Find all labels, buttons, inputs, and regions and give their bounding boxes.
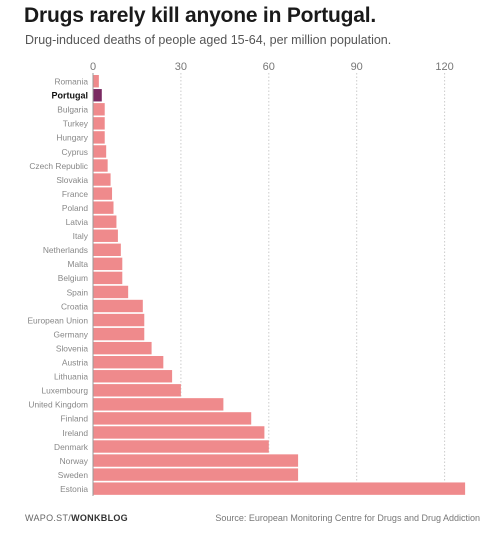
bar [93, 370, 173, 383]
bar [93, 356, 164, 369]
credit: WAPO.ST/WONKBLOG [25, 513, 128, 523]
bar [93, 327, 145, 341]
bar [93, 468, 299, 481]
category-label: Ireland [62, 428, 88, 438]
bar [93, 257, 123, 271]
bar [93, 271, 123, 285]
source-note: Source: European Monitoring Centre for D… [215, 513, 480, 523]
chart-title: Drugs rarely kill anyone in Portugal. [24, 4, 377, 27]
bar [93, 313, 145, 327]
category-label: Bulgaria [57, 105, 88, 115]
bar [93, 299, 143, 313]
bar [93, 229, 118, 242]
category-label: Estonia [60, 484, 88, 494]
category-label: Spain [67, 287, 89, 297]
bar [93, 215, 117, 228]
x-tick-label: 90 [351, 61, 363, 73]
category-label: Slovenia [56, 343, 88, 353]
bar [93, 173, 111, 186]
category-label: Hungary [56, 133, 88, 143]
bar [93, 159, 108, 172]
category-label: European Union [27, 315, 88, 325]
x-tick-label: 120 [435, 61, 453, 73]
bar [93, 187, 113, 200]
category-label: Netherlands [43, 245, 88, 255]
category-label: Finland [61, 414, 89, 424]
bar [93, 145, 107, 158]
category-label: Malta [68, 259, 89, 269]
category-label: Norway [60, 456, 89, 466]
bar [93, 440, 269, 453]
category-label: Romania [54, 77, 88, 87]
category-label: Slovakia [56, 175, 88, 185]
x-tick-label: 30 [175, 61, 187, 73]
credit-prefix: WAPO.ST/ [25, 513, 72, 523]
category-label: France [62, 189, 88, 199]
bar [93, 201, 114, 214]
category-label: Croatia [61, 301, 88, 311]
bar [93, 243, 121, 256]
credit-brand: WONKBLOG [71, 513, 128, 523]
bar [93, 131, 105, 144]
category-label: Austria [62, 358, 88, 368]
bar [93, 412, 252, 425]
x-tick-label: 60 [263, 61, 275, 73]
bar [93, 454, 299, 467]
bar [93, 103, 105, 116]
category-label: Cyprus [61, 147, 88, 157]
category-label: United Kingdom [28, 400, 88, 410]
bar [93, 117, 105, 130]
category-label: Belgium [58, 273, 88, 283]
category-label: Lithuania [54, 372, 88, 382]
bar [93, 285, 129, 299]
category-label: Czech Republic [29, 161, 88, 171]
bar [93, 426, 265, 439]
category-label: Turkey [63, 119, 89, 129]
category-label: Luxembourg [41, 386, 88, 396]
category-label: Germany [54, 329, 89, 339]
category-label: Latvia [66, 217, 89, 227]
bar [93, 341, 152, 355]
bar [93, 384, 181, 397]
x-tick-label: 0 [90, 61, 96, 73]
bar [93, 482, 466, 495]
category-label: Portugal [51, 91, 88, 101]
bar [93, 398, 224, 411]
category-label: Italy [73, 231, 89, 241]
category-label: Poland [62, 203, 88, 213]
chart-subtitle: Drug-induced deaths of people aged 15-64… [25, 33, 392, 47]
category-label: Sweden [58, 470, 89, 480]
bar [93, 75, 99, 88]
bar [93, 89, 102, 102]
category-label: Denmark [54, 442, 89, 452]
